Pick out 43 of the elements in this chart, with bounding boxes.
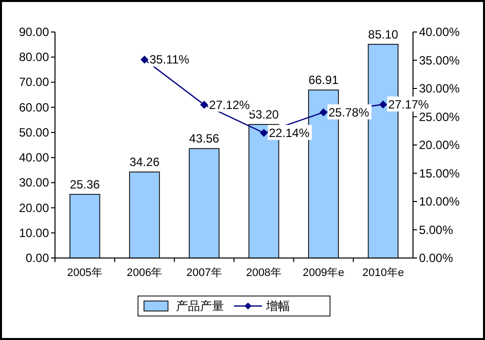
y2-tick-label: 5.00% bbox=[419, 222, 454, 237]
y-tick-label: 30.00 bbox=[18, 176, 50, 190]
y2-tick-label: 30.00% bbox=[419, 82, 460, 96]
data-label: 27.12% bbox=[209, 98, 250, 112]
y2-tick-label: 20.00% bbox=[419, 138, 460, 152]
point bbox=[379, 100, 388, 108]
x-tick-label: 2008年 bbox=[246, 267, 282, 279]
y-tick-label: 80.00 bbox=[18, 50, 50, 64]
y-tick-label: 10.00 bbox=[18, 226, 50, 240]
data-label: 53.20 bbox=[248, 107, 280, 122]
point bbox=[260, 128, 268, 137]
y-tick-label: 40.00 bbox=[18, 150, 50, 165]
y-tick-label: 90.00 bbox=[18, 25, 50, 39]
y2-tick-label: 15.00% bbox=[419, 166, 460, 180]
x-tick-label: 2009年e bbox=[302, 267, 344, 279]
x-tick-label: 2005年 bbox=[67, 267, 103, 279]
point bbox=[140, 56, 148, 64]
data-label: 34.26 bbox=[129, 154, 160, 169]
data-label: 66.91 bbox=[308, 72, 339, 87]
point bbox=[320, 108, 328, 116]
y-tick-label: 50.00 bbox=[18, 125, 50, 140]
data-label: 27.17% bbox=[388, 97, 430, 112]
y-tick-label: 60.00 bbox=[18, 100, 50, 114]
legend-label: 产品产量 bbox=[176, 299, 224, 313]
y-tick-label: 0.00 bbox=[26, 251, 50, 265]
y2-tick-label: 40.00% bbox=[419, 25, 460, 39]
legend-label: 增幅 bbox=[265, 299, 290, 313]
data-label: 85.10 bbox=[368, 27, 399, 42]
y2-tick-label: 25.00% bbox=[419, 110, 460, 124]
y2-tick-label: 10.00% bbox=[419, 194, 460, 208]
x-tick-label: 2010年e bbox=[362, 267, 404, 279]
x-tick-label: 2006年 bbox=[126, 267, 162, 279]
y-tick-label: 20.00 bbox=[18, 200, 50, 215]
data-label: 43.56 bbox=[189, 132, 220, 146]
data-label: 25.78% bbox=[328, 105, 370, 120]
y2-tick-label: 0.00% bbox=[419, 251, 454, 265]
y-tick-label: 70.00 bbox=[18, 75, 50, 90]
point bbox=[200, 100, 208, 109]
x-tick-label: 2007年 bbox=[186, 267, 222, 279]
data-label: 22.14% bbox=[268, 126, 310, 140]
data-label: 35.11% bbox=[150, 52, 190, 67]
y2-tick-label: 35.00% bbox=[419, 53, 460, 68]
data-label: 25.36 bbox=[70, 177, 100, 192]
